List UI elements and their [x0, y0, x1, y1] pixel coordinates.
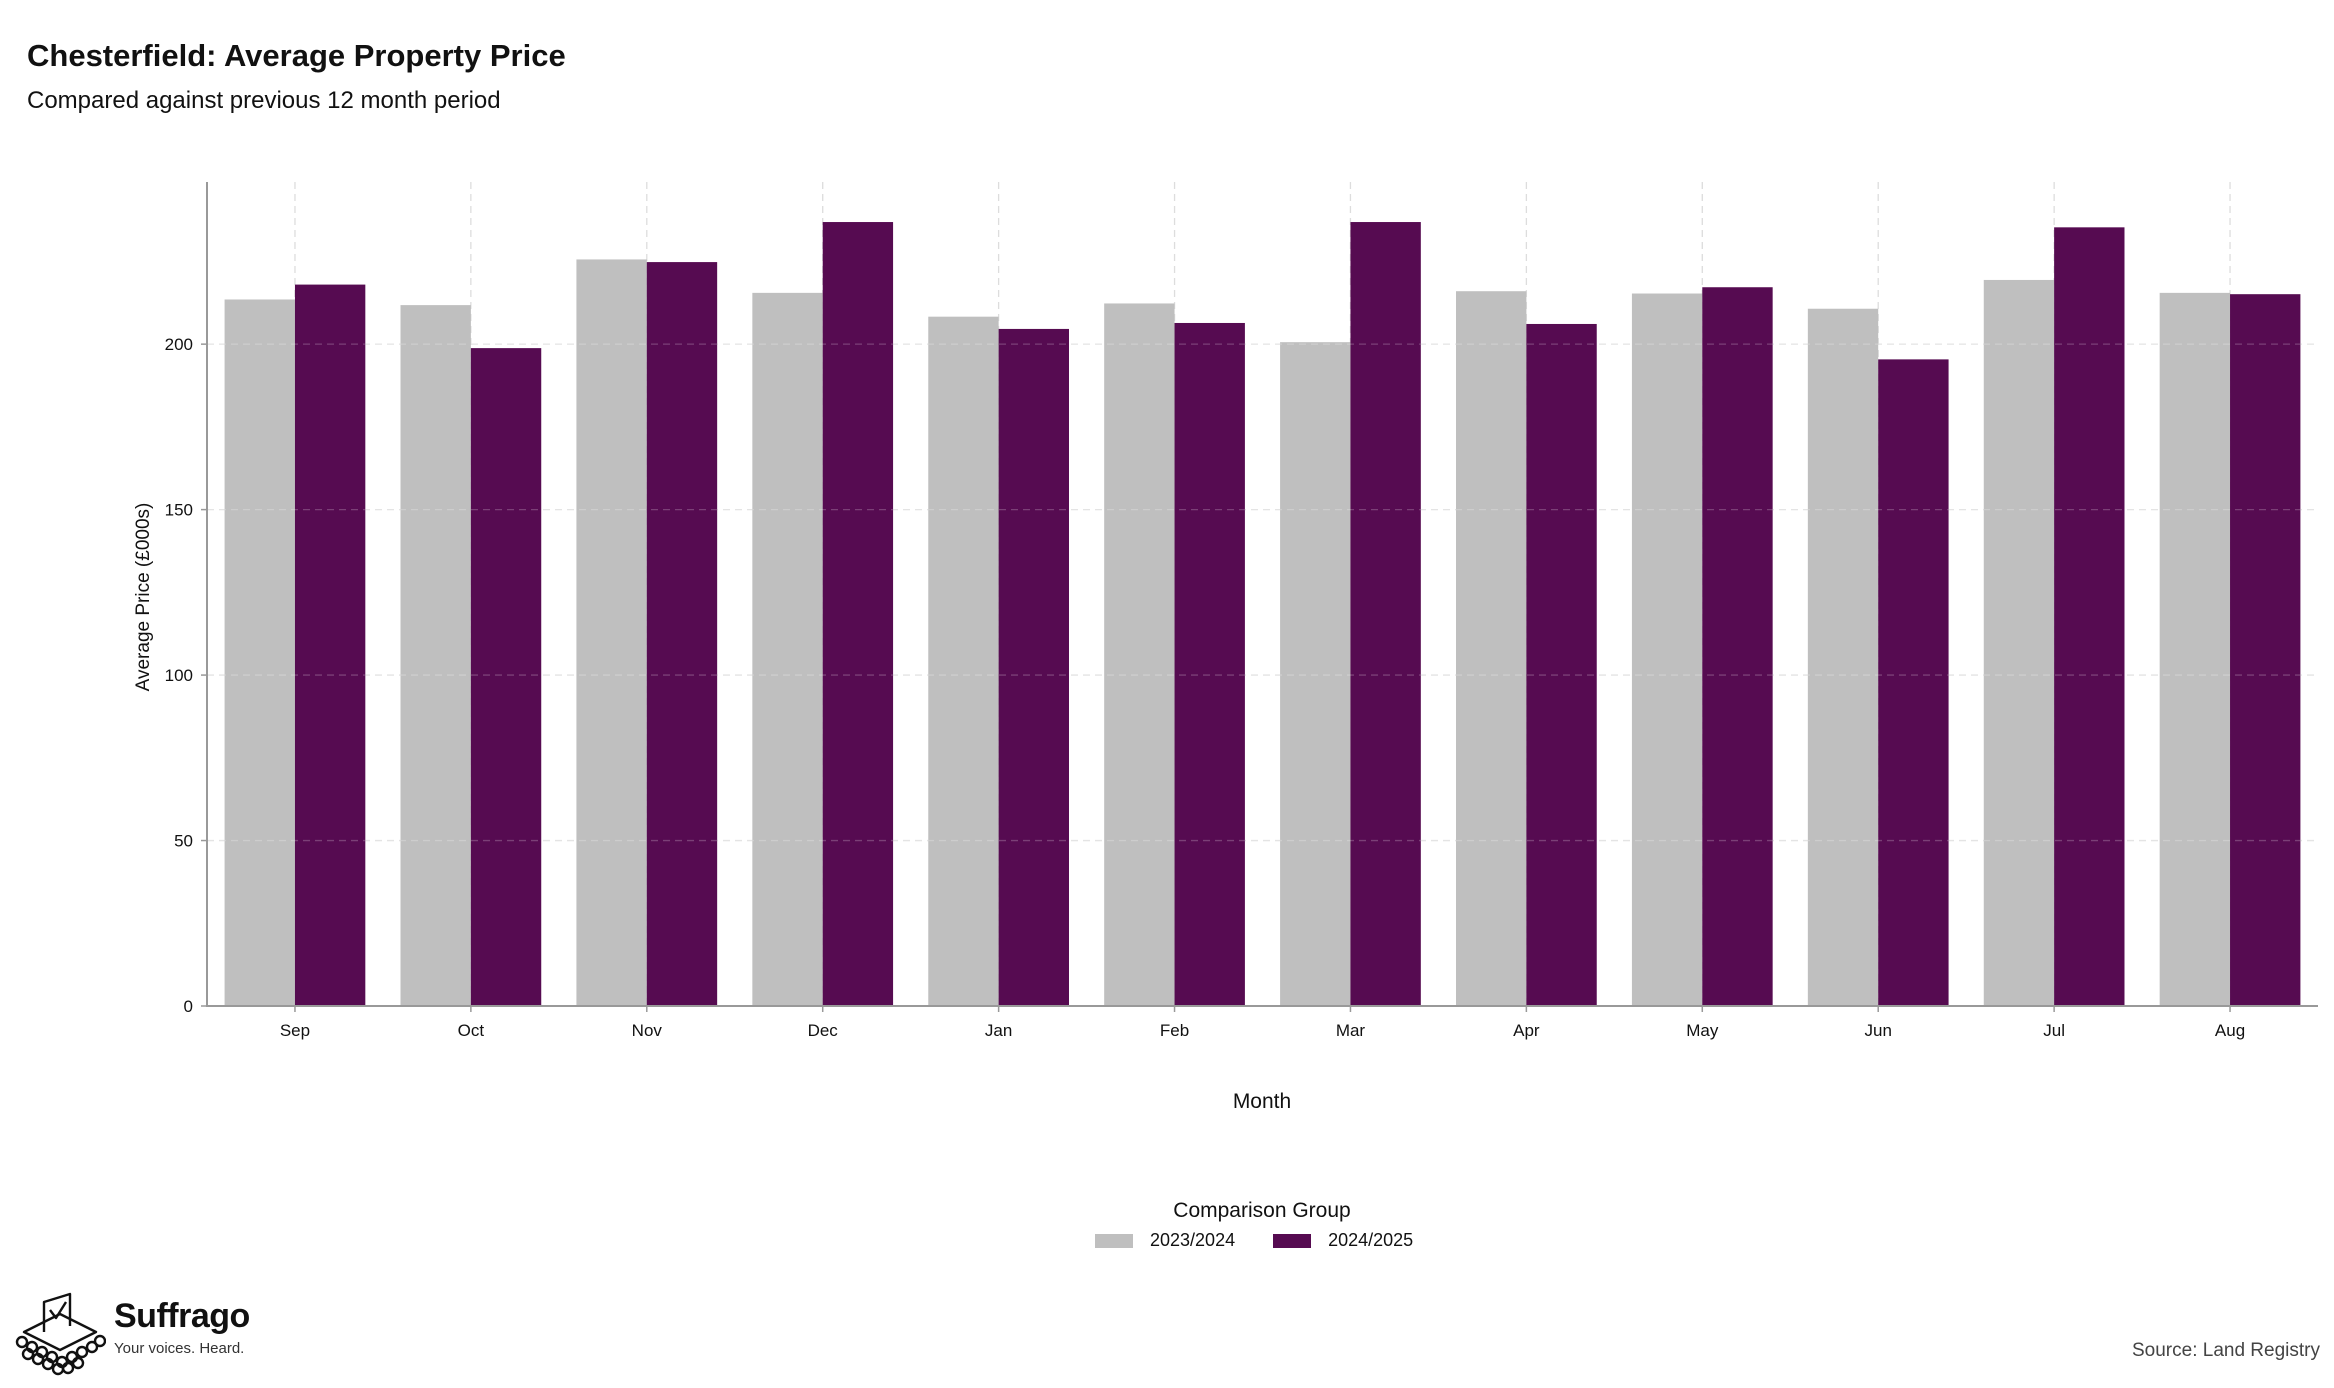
- x-axis-ticks: Sep Oct Nov Dec Jan Feb Mar Apr May Jun Jul Aug: [280, 1006, 2245, 1040]
- bar-nov-previous: [576, 259, 647, 1006]
- x-tick-label: May: [1686, 1021, 1719, 1040]
- legend-title: Comparison Group: [1173, 1199, 1351, 1222]
- bar-dec-previous: [752, 292, 823, 1006]
- legend-label: 2023/2024: [1150, 1230, 1236, 1250]
- y-axis-label: Average Price (£000s): [133, 503, 154, 692]
- x-tick-label: Aug: [2215, 1021, 2245, 1040]
- bar-jul-current: [2054, 227, 2125, 1006]
- bar-mar-previous: [1280, 342, 1351, 1006]
- x-tick-label: Feb: [1160, 1021, 1189, 1040]
- bar-jul-previous: [1983, 279, 2055, 1007]
- chart-subtitle: Compared against previous 12 month perio…: [27, 87, 501, 114]
- y-tick-label: 50: [174, 832, 193, 851]
- bar-may-previous: [1631, 293, 1703, 1007]
- legend-item-2024-2025: 2024/2025: [1273, 1230, 1413, 1251]
- y-tick-label: 100: [165, 666, 193, 685]
- bar-jan-previous: [928, 316, 999, 1007]
- bar-feb-previous: [1104, 303, 1175, 1007]
- bar-aug-current: [2230, 294, 2301, 1007]
- brand-tagline: Your voices. Heard.: [114, 1340, 245, 1357]
- legend: 2023/2024 2024/2025: [1095, 1230, 1451, 1251]
- x-axis-label: Month: [1233, 1090, 1291, 1113]
- bar-jun-previous: [1807, 308, 1879, 1006]
- x-tick-label: Nov: [632, 1021, 663, 1040]
- bar-mar-current: [1350, 222, 1421, 1007]
- bar-jan-current: [998, 328, 1069, 1006]
- bar-oct-previous: [400, 305, 471, 1006]
- legend-item-2023-2024: 2023/2024: [1095, 1230, 1235, 1251]
- bar-aug-previous: [2159, 292, 2231, 1006]
- bar-apr-current: [1526, 323, 1597, 1006]
- y-tick-label: 200: [165, 335, 193, 354]
- bar-may-current: [1702, 287, 1773, 1006]
- bar-sep-current: [294, 284, 366, 1007]
- chart-title: Chesterfield: Average Property Price: [27, 38, 566, 73]
- bar-jun-current: [1878, 359, 1949, 1006]
- axes: [206, 182, 2318, 1007]
- x-tick-label: Jan: [985, 1021, 1012, 1040]
- x-tick-label: Mar: [1336, 1021, 1366, 1040]
- y-axis-ticks: 0 50 100 150 200: [165, 335, 207, 1016]
- bar-oct-current: [470, 348, 542, 1007]
- bar-apr-previous: [1456, 291, 1527, 1006]
- source-note: Source: Land Registry: [2132, 1340, 2320, 1361]
- bars: [224, 222, 2301, 1007]
- brand-name: Suffrago: [114, 1297, 250, 1335]
- bar-dec-current: [822, 222, 894, 1007]
- legend-swatch: [1095, 1233, 1133, 1248]
- x-tick-label: Jul: [2043, 1021, 2065, 1040]
- legend-label: 2024/2025: [1328, 1230, 1414, 1250]
- x-tick-label: Jun: [1864, 1021, 1891, 1040]
- ballot-box-icon: [15, 1292, 106, 1376]
- x-tick-label: Oct: [458, 1021, 485, 1040]
- y-tick-label: 150: [165, 501, 193, 520]
- brand-logo: Suffrago Your voices. Heard.: [14, 1292, 250, 1376]
- y-tick-label: 0: [184, 997, 193, 1016]
- bar-feb-current: [1174, 322, 1245, 1006]
- x-tick-label: Sep: [280, 1021, 310, 1040]
- x-tick-label: Dec: [808, 1021, 839, 1040]
- x-tick-label: Apr: [1513, 1021, 1540, 1040]
- legend-swatch: [1273, 1233, 1312, 1248]
- bar-nov-current: [646, 262, 718, 1007]
- bar-sep-previous: [224, 299, 295, 1006]
